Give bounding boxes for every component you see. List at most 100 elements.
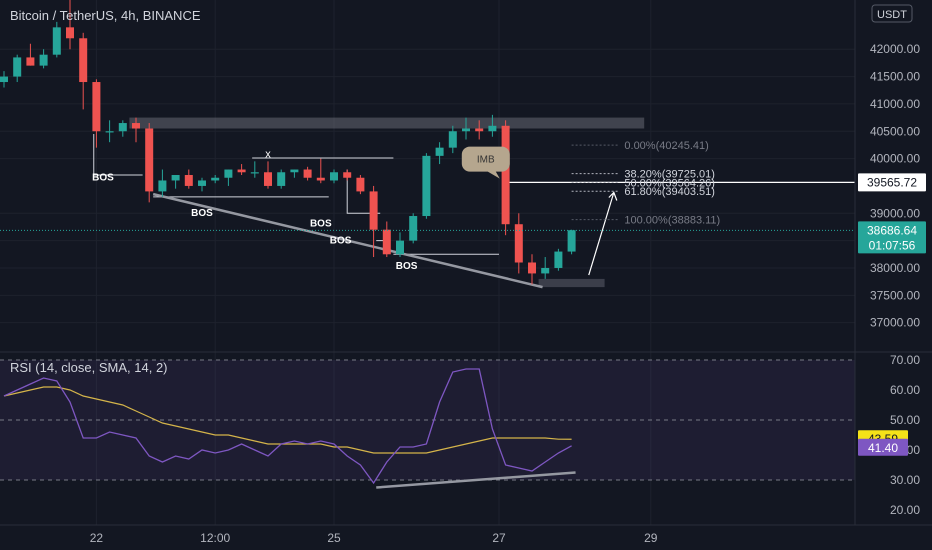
candle[interactable] [250,161,259,178]
candle-body [224,169,233,178]
price-tick: 41000.00 [870,97,920,111]
rsi-tick: 30.00 [890,473,920,487]
candle-body [435,147,444,156]
candle[interactable] [105,120,114,143]
candle[interactable] [396,232,404,258]
candle-body [92,82,101,132]
candle[interactable] [145,123,154,203]
candle-body [475,128,484,132]
candle-body [250,172,259,174]
bos-line [346,169,381,214]
rsi-title: RSI (14, close, SMA, 14, 2) [10,360,168,375]
candle[interactable] [567,229,576,255]
candle-body [290,169,299,173]
candle[interactable] [290,169,299,178]
candle[interactable] [435,142,444,165]
candle[interactable] [541,257,550,279]
candle[interactable] [92,79,101,148]
candle[interactable] [448,125,457,154]
candle-body [264,172,272,186]
currency-button[interactable]: USDT [871,4,913,23]
x-label: x [265,149,271,161]
candle[interactable] [211,175,220,184]
fib-label: 38.20%(39725.01) [624,169,715,181]
candle-body [422,155,431,217]
candle[interactable] [66,0,74,50]
candle-body [409,216,418,241]
price-tick: 39000.00 [870,206,920,220]
imb-bubble [461,146,510,179]
candle-body [488,125,497,132]
candle-body [26,57,35,66]
candle-body [514,224,523,263]
candle[interactable] [198,177,206,192]
candles[interactable] [0,0,576,285]
candle-body [184,175,193,186]
annotation-labels: BOS BOS BOS BOS BOS x IMB [92,146,510,272]
candle[interactable] [528,254,536,285]
candle[interactable] [158,169,167,197]
rsi-tick: 20.00 [890,503,920,517]
candle[interactable] [356,175,365,195]
candle[interactable] [184,169,193,189]
candle-body [303,169,312,178]
candle[interactable] [224,169,233,186]
candle[interactable] [264,161,272,189]
candle-body [66,27,74,39]
candle-body [237,169,246,173]
candle-body [501,125,510,225]
time-tick: 27 [492,531,506,545]
candle-body [158,180,167,192]
candle[interactable] [316,158,325,184]
time-axis: 22 12:00 25 27 29 [0,524,932,545]
candle-body [79,38,88,83]
candle[interactable] [475,120,484,140]
candle[interactable] [277,169,286,189]
candle[interactable] [26,43,35,66]
candle[interactable] [52,21,61,58]
rsi-line [3,368,572,485]
candle[interactable] [0,71,8,88]
candle[interactable] [514,213,523,274]
projection-arrow [588,192,615,276]
time-tick: 22 [90,531,104,545]
candle[interactable] [132,117,140,143]
candle[interactable] [171,175,180,189]
candle[interactable] [343,169,352,181]
trend-line [152,192,543,289]
candle[interactable] [79,32,88,110]
candle[interactable] [369,185,378,258]
price-tick: 41500.00 [870,70,920,84]
candle[interactable] [501,120,510,236]
candle[interactable] [39,49,48,69]
candle-body [118,123,127,132]
countdown: 01:07:56 [869,238,916,252]
candle-body [330,172,338,181]
candle[interactable] [13,54,22,83]
candle[interactable] [462,117,470,140]
candle-body [316,177,325,181]
candle[interactable] [303,166,312,181]
arrow-head [608,191,618,201]
time-tick: 12:00 [200,531,230,545]
candle[interactable] [237,164,246,175]
candle-body [541,267,550,274]
candle[interactable] [118,120,127,137]
fib-label: 61.80%(39403.51) [624,186,715,198]
bos-label: BOS [191,208,213,219]
candle[interactable] [409,213,418,244]
candle[interactable] [422,153,431,219]
candle-body [343,172,352,178]
candle-body [567,230,576,252]
candle-body [145,128,154,192]
chart-title: Bitcoin / TetherUS, 4h, BINANCE [10,8,201,23]
price-line-tag [858,173,926,192]
fib-retracement: 0.00%(40245.41) 38.20%(39725.01)50.00%(39… [571,140,720,227]
candle[interactable] [382,221,391,258]
candle[interactable] [488,114,497,137]
candle[interactable] [330,169,338,184]
candle-body [396,240,404,255]
rsi-tick: 60.00 [890,383,920,397]
candle[interactable] [554,248,563,271]
